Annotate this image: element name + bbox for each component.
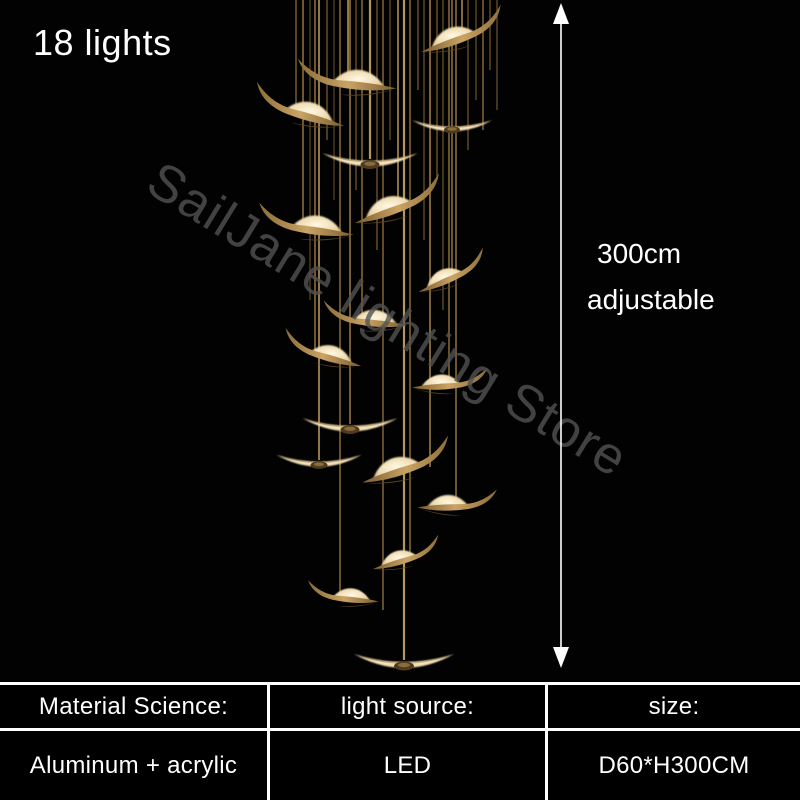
dimension-note: adjustable <box>587 284 715 315</box>
spec-value-size: D60*H300CM <box>548 731 800 800</box>
spec-header-size: size: <box>548 685 800 731</box>
spec-header-material: Material Science: <box>0 685 270 731</box>
spec-header-light-source: light source: <box>270 685 548 731</box>
spec-value-material: Aluminum + acrylic <box>0 731 270 800</box>
lights-count-label: 18 lights <box>33 22 172 63</box>
dimension-value: 300cm <box>597 238 682 269</box>
chandelier-illustration <box>0 0 800 690</box>
spec-value-light-source: LED <box>270 731 548 800</box>
height-arrow-icon <box>553 3 569 668</box>
spec-table: Material Science: light source: size: Al… <box>0 682 800 800</box>
